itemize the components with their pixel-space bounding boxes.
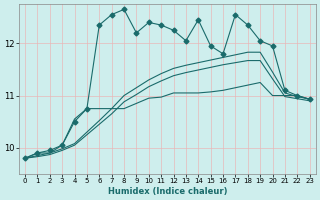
X-axis label: Humidex (Indice chaleur): Humidex (Indice chaleur) xyxy=(108,187,227,196)
